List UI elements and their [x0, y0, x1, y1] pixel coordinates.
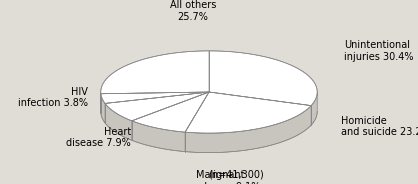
- Text: (n=41,300): (n=41,300): [208, 170, 264, 180]
- Polygon shape: [185, 106, 311, 153]
- Polygon shape: [105, 92, 209, 121]
- Text: Heart
disease 7.9%: Heart disease 7.9%: [66, 127, 131, 148]
- Polygon shape: [209, 51, 317, 106]
- Polygon shape: [101, 51, 209, 94]
- Polygon shape: [132, 121, 185, 152]
- Text: All others
25.7%: All others 25.7%: [170, 0, 216, 22]
- Polygon shape: [101, 92, 209, 103]
- Text: HIV
infection 3.8%: HIV infection 3.8%: [18, 87, 88, 108]
- Polygon shape: [105, 103, 132, 140]
- Polygon shape: [185, 92, 311, 133]
- Text: Homicide
and suicide 23.2%: Homicide and suicide 23.2%: [341, 116, 418, 137]
- Polygon shape: [101, 94, 105, 123]
- Polygon shape: [311, 92, 317, 125]
- Text: Unintentional
injuries 30.4%: Unintentional injuries 30.4%: [344, 40, 414, 62]
- Text: Malignant
neoplasms 9.1%: Malignant neoplasms 9.1%: [180, 170, 260, 184]
- Polygon shape: [132, 92, 209, 132]
